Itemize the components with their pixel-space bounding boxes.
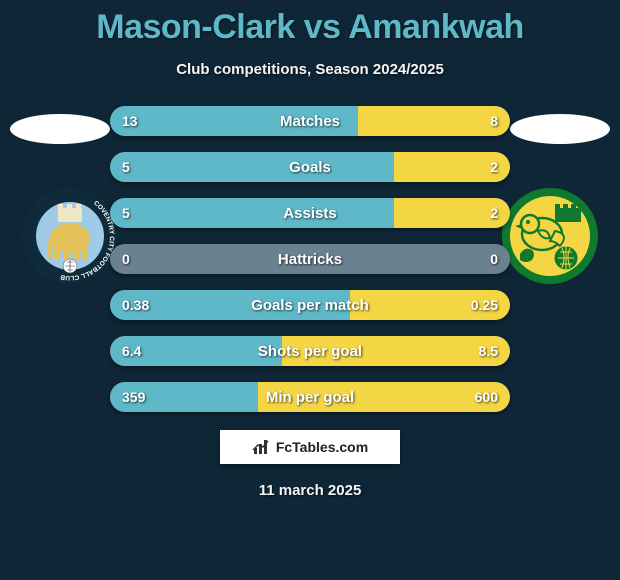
- stat-label: Assists: [110, 198, 510, 228]
- chart-icon: [252, 438, 270, 456]
- stat-row: 359600Min per goal: [110, 382, 510, 412]
- subtitle: Club competitions, Season 2024/2025: [0, 61, 620, 78]
- footer-date: 11 march 2025: [0, 482, 620, 499]
- stat-row: 52Goals: [110, 152, 510, 182]
- club-badge-left: COVENTRY CITY FOOTBALL CLUB: [20, 186, 120, 286]
- stat-row: 0.380.25Goals per match: [110, 290, 510, 320]
- stat-bars-container: 138Matches 52Goals 52Assists 00Hattricks 0.3…: [110, 106, 510, 412]
- player-photo-left-placeholder: [10, 114, 110, 144]
- stat-label: Min per goal: [110, 382, 510, 412]
- stat-label: Hattricks: [110, 244, 510, 274]
- stat-row: 138Matches: [110, 106, 510, 136]
- norwich-city-badge-icon: [500, 186, 600, 286]
- coventry-city-badge-icon: COVENTRY CITY FOOTBALL CLUB: [20, 186, 120, 286]
- player-photo-right-placeholder: [510, 114, 610, 144]
- page-title: Mason-Clark vs Amankwah: [0, 0, 620, 47]
- stat-row: 6.48.5Shots per goal: [110, 336, 510, 366]
- stat-label: Goals per match: [110, 290, 510, 320]
- comparison-area: COVENTRY CITY FOOTBALL CLUB: [0, 106, 620, 412]
- club-badge-right: [500, 186, 600, 286]
- brand-box: FcTables.com: [220, 430, 400, 464]
- stat-label: Matches: [110, 106, 510, 136]
- stat-row: 00Hattricks: [110, 244, 510, 274]
- stat-row: 52Assists: [110, 198, 510, 228]
- stat-label: Shots per goal: [110, 336, 510, 366]
- brand-text: FcTables.com: [276, 439, 368, 455]
- stat-label: Goals: [110, 152, 510, 182]
